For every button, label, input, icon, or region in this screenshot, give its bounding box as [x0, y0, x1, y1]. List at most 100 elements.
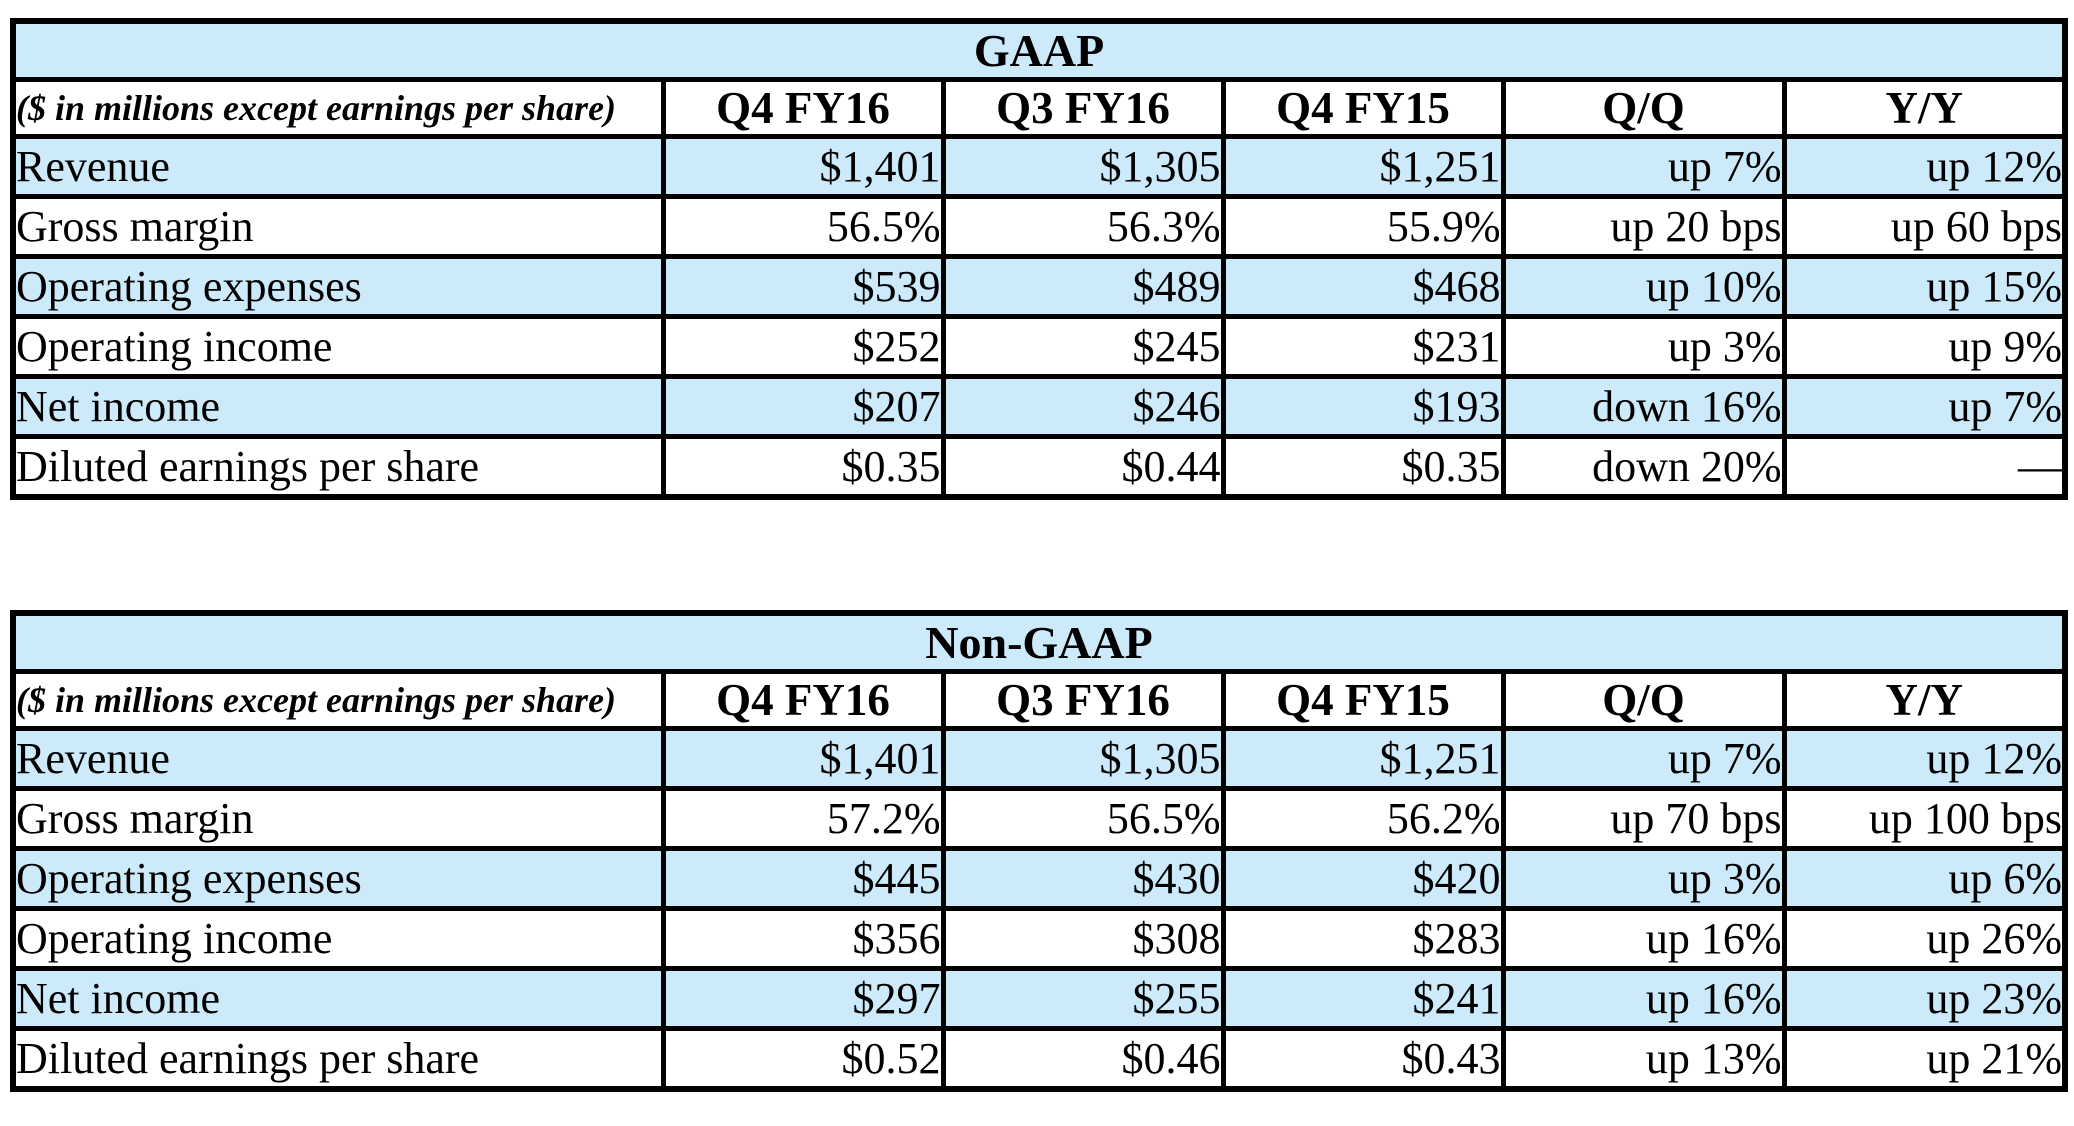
cell-value: $430 — [940, 846, 1226, 911]
cell-value: $468 — [1220, 254, 1506, 319]
cell-value: $231 — [1220, 314, 1506, 379]
cell-value: $193 — [1220, 374, 1506, 439]
table-title: Non-GAAP — [10, 610, 2068, 674]
cell-value: $246 — [940, 374, 1226, 439]
row-label: Operating expenses — [10, 254, 666, 319]
cell-value: $539 — [660, 254, 946, 319]
cell-value: $1,401 — [660, 726, 946, 791]
cell-value: up 7% — [1500, 726, 1787, 791]
cell-value: $245 — [940, 314, 1226, 379]
cell-value: up 70 bps — [1500, 786, 1787, 851]
cell-value: 56.5% — [660, 194, 946, 259]
column-header-q4fy16: Q4 FY16 — [660, 669, 946, 731]
cell-value: up 21% — [1781, 1026, 2068, 1091]
units-note: ($ in millions except earnings per share… — [10, 77, 666, 139]
row-label: Operating income — [10, 314, 666, 379]
cell-value: $255 — [940, 966, 1226, 1031]
cell-value: up 16% — [1500, 966, 1787, 1031]
cell-value: $0.35 — [1220, 434, 1506, 499]
cell-value: $297 — [660, 966, 946, 1031]
row-label: Gross margin — [10, 786, 666, 851]
cell-value: $1,305 — [940, 134, 1226, 199]
column-header-q3fy16: Q3 FY16 — [940, 669, 1226, 731]
cell-value: $0.46 — [940, 1026, 1226, 1091]
column-header-q4fy15: Q4 FY15 — [1220, 77, 1506, 139]
cell-value: $252 — [660, 314, 946, 379]
table-row-revenue: Revenue $1,401 $1,305 $1,251 up 7% up 12… — [10, 726, 2068, 791]
cell-value: $308 — [940, 906, 1226, 971]
cell-value: 56.3% — [940, 194, 1226, 259]
cell-value: up 16% — [1500, 906, 1787, 971]
table-row-operating-income: Operating income $252 $245 $231 up 3% up… — [10, 314, 2068, 379]
cell-value: up 3% — [1500, 846, 1787, 911]
cell-value: 56.2% — [1220, 786, 1506, 851]
cell-value: up 7% — [1781, 374, 2068, 439]
row-label: Gross margin — [10, 194, 666, 259]
row-label: Operating expenses — [10, 846, 666, 911]
row-label: Revenue — [10, 726, 666, 791]
cell-value: $0.43 — [1220, 1026, 1506, 1091]
column-header-q3fy16: Q3 FY16 — [940, 77, 1226, 139]
cell-value: up 100 bps — [1781, 786, 2068, 851]
cell-value: up 60 bps — [1781, 194, 2068, 259]
table-header-row: ($ in millions except earnings per share… — [10, 669, 2068, 731]
cell-value: up 15% — [1781, 254, 2068, 319]
cell-value: up 13% — [1500, 1026, 1787, 1091]
table-row-operating-expenses: Operating expenses $445 $430 $420 up 3% … — [10, 846, 2068, 911]
cell-value: 56.5% — [940, 786, 1226, 851]
cell-value: $283 — [1220, 906, 1506, 971]
table-row-diluted-eps: Diluted earnings per share $0.35 $0.44 $… — [10, 434, 2068, 499]
cell-value: $1,251 — [1220, 134, 1506, 199]
table-row-net-income: Net income $207 $246 $193 down 16% up 7% — [10, 374, 2068, 439]
column-header-qq: Q/Q — [1500, 77, 1787, 139]
non-gaap-table: Non-GAAP ($ in millions except earnings … — [10, 610, 2069, 1092]
cell-value: up 3% — [1500, 314, 1787, 379]
row-label: Net income — [10, 374, 666, 439]
cell-value: $489 — [940, 254, 1226, 319]
column-header-qq: Q/Q — [1500, 669, 1787, 731]
cell-value: down 20% — [1500, 434, 1787, 499]
table-title-row: Non-GAAP — [10, 610, 2068, 674]
cell-value: up 26% — [1781, 906, 2068, 971]
cell-value: $207 — [660, 374, 946, 439]
column-header-yy: Y/Y — [1781, 669, 2068, 731]
column-header-q4fy16: Q4 FY16 — [660, 77, 946, 139]
cell-value: $0.44 — [940, 434, 1226, 499]
cell-value: $1,305 — [940, 726, 1226, 791]
row-label: Operating income — [10, 906, 666, 971]
table-row-diluted-eps: Diluted earnings per share $0.52 $0.46 $… — [10, 1026, 2068, 1091]
column-header-yy: Y/Y — [1781, 77, 2068, 139]
cell-value: up 9% — [1781, 314, 2068, 379]
column-header-q4fy15: Q4 FY15 — [1220, 669, 1506, 731]
cell-value: up 20 bps — [1500, 194, 1787, 259]
row-label: Diluted earnings per share — [10, 1026, 666, 1091]
cell-value: $445 — [660, 846, 946, 911]
cell-value: up 12% — [1781, 134, 2068, 199]
cell-value: down 16% — [1500, 374, 1787, 439]
cell-value: $420 — [1220, 846, 1506, 911]
table-row-operating-income: Operating income $356 $308 $283 up 16% u… — [10, 906, 2068, 971]
table-title-row: GAAP — [10, 18, 2068, 82]
table-row-revenue: Revenue $1,401 $1,305 $1,251 up 7% up 12… — [10, 134, 2068, 199]
cell-value: $356 — [660, 906, 946, 971]
cell-value: $241 — [1220, 966, 1506, 1031]
cell-value: $0.52 — [660, 1026, 946, 1091]
gaap-table: GAAP ($ in millions except earnings per … — [10, 18, 2069, 500]
cell-value: up 23% — [1781, 966, 2068, 1031]
cell-value: up 6% — [1781, 846, 2068, 911]
cell-value: up 10% — [1500, 254, 1787, 319]
table-row-gross-margin: Gross margin 56.5% 56.3% 55.9% up 20 bps… — [10, 194, 2068, 259]
row-label: Diluted earnings per share — [10, 434, 666, 499]
cell-value: up 7% — [1500, 134, 1787, 199]
cell-value: 55.9% — [1220, 194, 1506, 259]
table-row-gross-margin: Gross margin 57.2% 56.5% 56.2% up 70 bps… — [10, 786, 2068, 851]
row-label: Net income — [10, 966, 666, 1031]
cell-value: 57.2% — [660, 786, 946, 851]
table-row-operating-expenses: Operating expenses $539 $489 $468 up 10%… — [10, 254, 2068, 319]
cell-value: $1,251 — [1220, 726, 1506, 791]
units-note: ($ in millions except earnings per share… — [10, 669, 666, 731]
table-row-net-income: Net income $297 $255 $241 up 16% up 23% — [10, 966, 2068, 1031]
cell-value: — — [1781, 434, 2068, 499]
table-header-row: ($ in millions except earnings per share… — [10, 77, 2068, 139]
